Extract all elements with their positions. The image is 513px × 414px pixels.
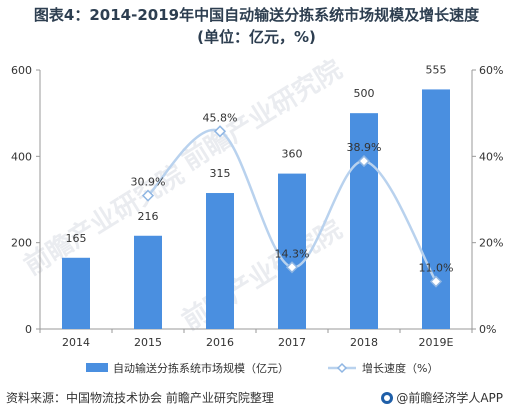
growth-value-label: 11.0% (419, 262, 454, 275)
chart-title: 图表4：2014-2019年中国自动输送分拣系统市场规模及增长速度 (单位：亿元… (0, 4, 513, 48)
x-tick-label: 2017 (278, 336, 306, 349)
y-right-tick-label: 60% (479, 64, 503, 77)
y-right-tick-label: 0% (479, 323, 496, 336)
bars (62, 89, 450, 330)
bar-value-label: 500 (354, 87, 375, 100)
source-note: 资料来源：中国物流技术协会 前瞻产业研究院整理 (6, 391, 274, 405)
chart-title-line2: (单位：亿元，%) (197, 28, 316, 46)
legend: 自动输送分拣系统市场规模（亿元） 增长速度（%） (86, 361, 438, 375)
bar-value-label: 216 (138, 210, 159, 223)
bar (278, 173, 306, 329)
x-tick-label: 2016 (206, 336, 234, 349)
growth-line (141, 125, 443, 288)
x-tick-label: 2018 (350, 336, 378, 349)
growth-value-label: 14.3% (275, 247, 310, 260)
brand-text: @前瞻经济学人APP (396, 391, 503, 405)
bar-value-label: 555 (426, 63, 447, 76)
axes: 0 200 400 600 0% 20% 40% 60% 2014 2015 2016 2017 201… (11, 64, 503, 349)
x-tick-label: 2014 (62, 336, 90, 349)
bar-value-label: 315 (210, 167, 231, 180)
bar (422, 89, 450, 329)
y-right-tick-label: 20% (479, 237, 503, 250)
y-left-tick-label: 600 (11, 64, 32, 77)
legend-bar-swatch (86, 363, 108, 372)
growth-marker (429, 275, 443, 288)
data-labels: 165 216 315 360 500 555 30.9% 45.8% 14.3% 38.9% 11… (66, 63, 454, 274)
x-tick-label: 2019E (419, 336, 454, 349)
brand-logo-icon (381, 392, 394, 404)
chart-title-line1: 图表4：2014-2019年中国自动输送分拣系统市场规模及增长速度 (33, 6, 480, 24)
bar-value-label: 165 (66, 232, 87, 245)
bar (350, 113, 378, 330)
legend-bar-label: 自动输送分拣系统市场规模（亿元） (113, 361, 289, 375)
y-left-tick-label: 200 (11, 237, 32, 250)
growth-marker (285, 261, 299, 274)
y-right-tick-label: 40% (479, 150, 503, 163)
bar (134, 235, 162, 329)
bar (62, 257, 90, 329)
legend-line-marker (336, 362, 348, 374)
bar-value-label: 360 (282, 148, 303, 161)
x-tick-label: 2015 (134, 336, 162, 349)
growth-marker (213, 125, 227, 138)
bar (206, 193, 234, 329)
growth-value-label: 38.9% (347, 141, 382, 154)
legend-line-label: 增长速度（%） (362, 361, 438, 375)
brand-credit: @前瞻经济学人APP (381, 389, 503, 406)
growth-value-label: 30.9% (131, 176, 166, 189)
growth-value-label: 45.8% (203, 111, 238, 124)
y-left-tick-label: 0 (25, 323, 32, 336)
y-left-tick-label: 400 (11, 150, 32, 163)
growth-marker (141, 189, 155, 202)
growth-marker (357, 155, 371, 168)
